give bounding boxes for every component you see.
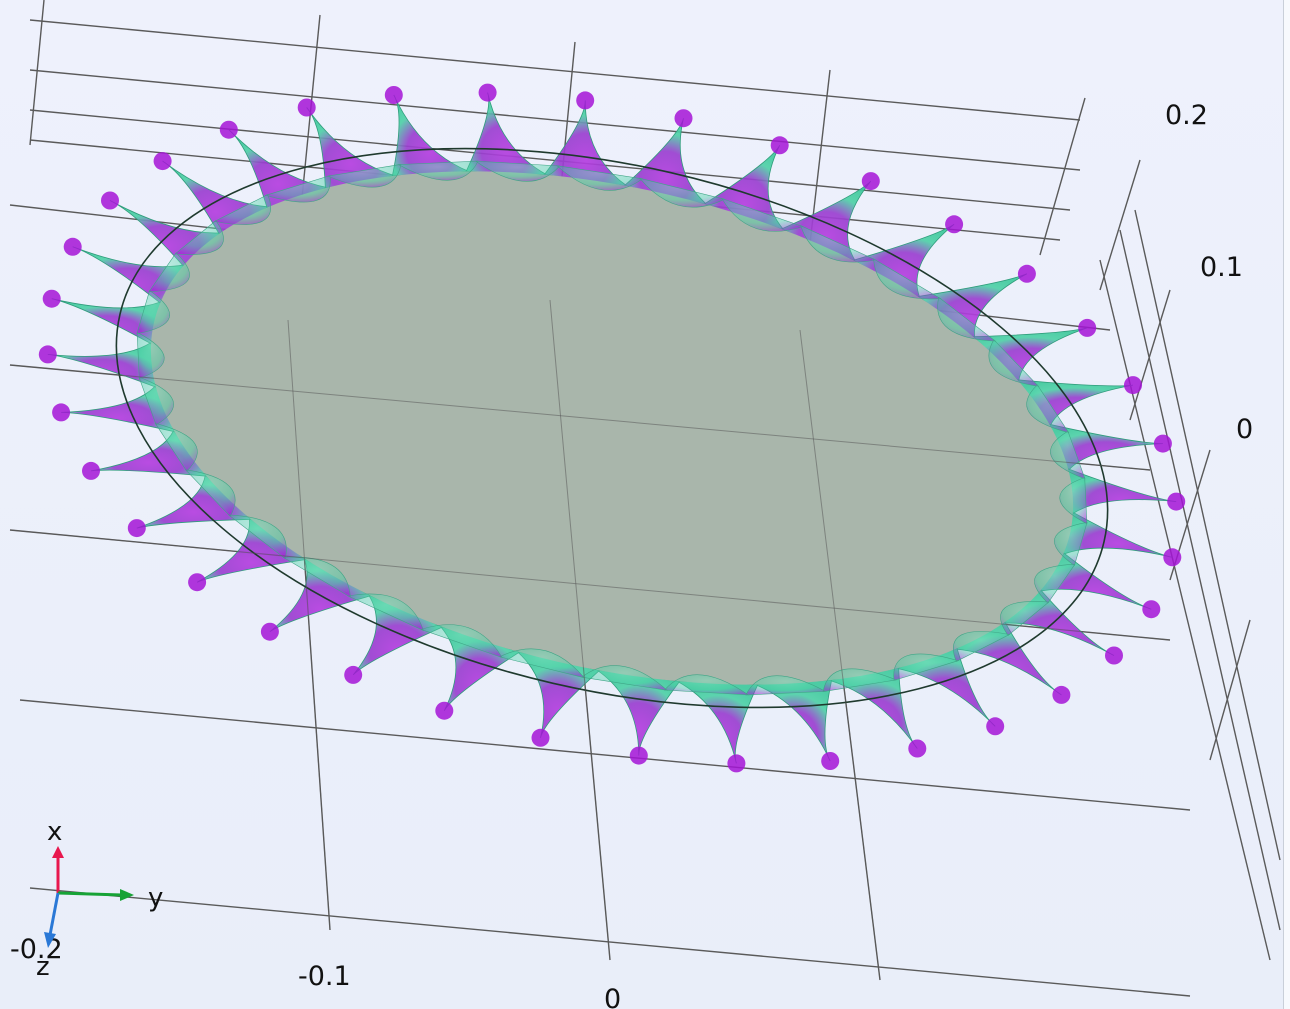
lobe-tip xyxy=(52,403,71,422)
tick-label-bottom-1: -0.1 xyxy=(298,961,351,992)
field-surface-inner xyxy=(136,160,1088,696)
grid-line xyxy=(29,887,1191,997)
lobe-tip xyxy=(861,172,880,191)
grid-line xyxy=(9,529,1171,641)
inner-lobe xyxy=(397,160,479,181)
tick-label-right-2: 0 xyxy=(1236,414,1253,445)
lobe-tip xyxy=(1017,264,1036,283)
grid-line xyxy=(1119,229,1281,931)
x-arrow-head xyxy=(52,846,64,858)
lobe-tip xyxy=(219,120,238,139)
lobe-tip xyxy=(101,191,119,210)
grid-lines-front xyxy=(9,299,1171,981)
axis-triad: x y z xyxy=(36,817,163,982)
inner-lobe xyxy=(347,593,424,631)
inner-lobe xyxy=(474,160,561,182)
grid-line xyxy=(29,0,45,146)
lobe-tip xyxy=(1124,376,1142,395)
lobe-tip xyxy=(42,289,61,308)
inner-lobe xyxy=(638,177,726,208)
y-axis-letter: y xyxy=(148,883,163,913)
boundary-circle xyxy=(115,147,1109,709)
lobe-tip xyxy=(63,237,82,256)
lobe-tip xyxy=(1052,685,1071,704)
tick-label-right-0: 0.2 xyxy=(1165,100,1208,131)
x-axis-letter: x xyxy=(47,817,62,847)
lobe-tip xyxy=(727,754,746,773)
grid-line xyxy=(29,19,1081,121)
z-axis-letter: z xyxy=(36,952,50,982)
inner-lobe xyxy=(498,648,586,679)
lobe-tip xyxy=(344,665,363,684)
grid-line xyxy=(1099,259,1271,961)
lobe-tip xyxy=(629,746,648,765)
inner-lobe xyxy=(663,674,750,696)
lobe-tip xyxy=(945,215,964,234)
lobe-tip xyxy=(674,109,693,128)
lobe-tip xyxy=(478,83,497,102)
lobe-tip xyxy=(297,98,316,117)
y-arrow-head xyxy=(120,889,134,901)
lobe-tip xyxy=(908,739,927,758)
tick-label-bottom-0: -0.2 xyxy=(10,934,63,965)
lobe-tip xyxy=(531,728,550,747)
inner-lobe xyxy=(745,675,827,696)
grid-line xyxy=(287,319,331,931)
inner-lobe xyxy=(420,624,503,659)
plate-surface xyxy=(150,171,1074,685)
lobe-tip xyxy=(770,136,789,155)
lobe-tip xyxy=(260,622,279,641)
grid-line xyxy=(799,329,881,981)
grid-line xyxy=(549,299,611,961)
lobe-tip xyxy=(1167,492,1186,511)
lobe-tip xyxy=(576,91,595,110)
lobe-tip xyxy=(153,152,172,171)
grid-line xyxy=(9,364,1151,471)
viewport-border xyxy=(1283,0,1290,1009)
grid-line xyxy=(1134,209,1281,861)
lobe-tip xyxy=(821,752,840,770)
inner-lobe xyxy=(555,165,644,191)
inner-lobe xyxy=(721,197,804,232)
grid-line xyxy=(1099,159,1141,291)
y-axis-arrow xyxy=(57,891,123,897)
lobe-tip xyxy=(435,701,454,720)
lobe-tip xyxy=(188,573,207,592)
lobe-tip xyxy=(38,345,57,364)
grid-line xyxy=(29,69,1081,171)
lobe-tip xyxy=(1153,434,1172,453)
tick-label-bottom-2: 0 xyxy=(604,984,621,1009)
lobe-tip xyxy=(384,86,403,104)
inner-lobe xyxy=(800,225,877,263)
lobe-tip xyxy=(127,519,146,538)
lobe-tip xyxy=(1105,646,1123,665)
grid-line xyxy=(1129,289,1171,421)
grid-line xyxy=(19,699,1191,811)
z-axis-arrow xyxy=(48,892,60,936)
lobe-tip xyxy=(1142,600,1161,619)
tick-label-right-1: 0.1 xyxy=(1200,252,1243,283)
lobe-tip xyxy=(1163,548,1182,567)
lobe-tip xyxy=(82,461,100,480)
grid-line xyxy=(1209,619,1251,761)
z-arrow-head xyxy=(44,932,56,948)
inner-lobe xyxy=(1059,477,1088,525)
lobe-tip xyxy=(1078,318,1097,337)
grid-line xyxy=(1039,97,1086,256)
lobe-tip xyxy=(986,717,1005,736)
grid-line xyxy=(29,109,1071,211)
